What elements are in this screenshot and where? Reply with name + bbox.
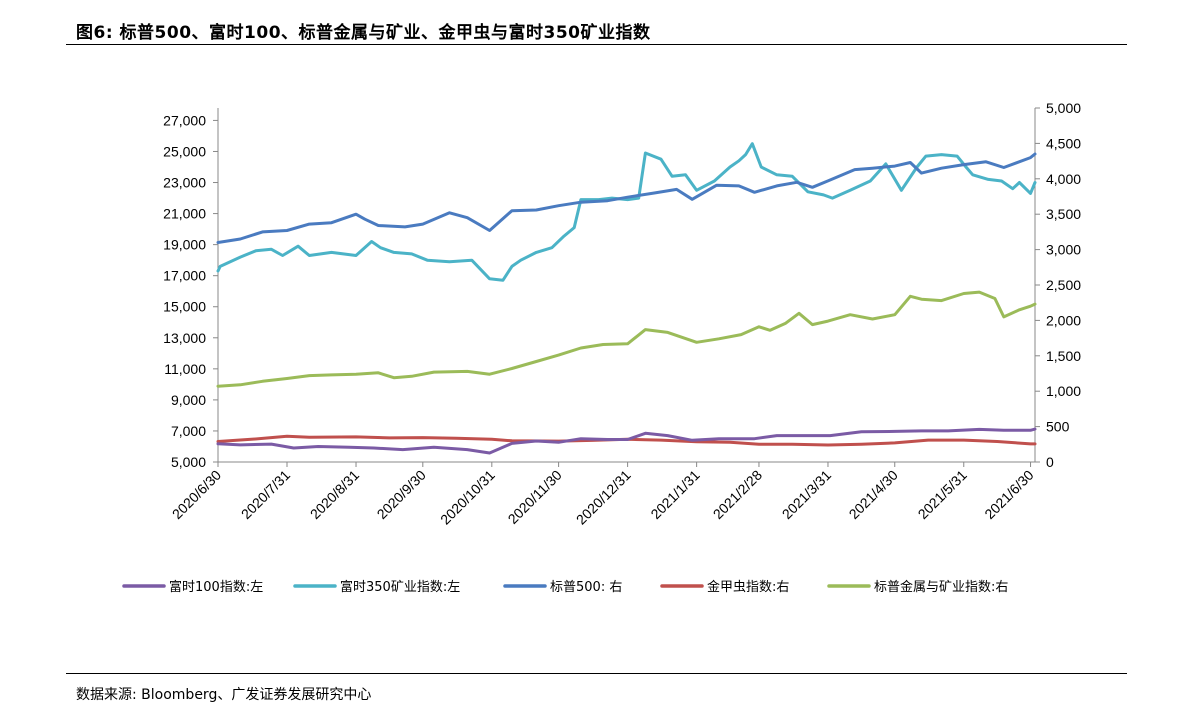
legend-label: 标普金属与矿业指数:右 [874, 579, 1008, 595]
legend-label: 富时100指数:左 [169, 579, 263, 595]
x-tick-label: 2020/7/31 [238, 467, 294, 523]
y-right-tick-label: 4,500 [1046, 135, 1081, 151]
y-left-tick-label: 23,000 [163, 175, 206, 191]
x-tick-label: 2020/12/31 [573, 467, 634, 528]
legend-label: 金甲虫指数:右 [707, 579, 789, 595]
x-tick-label: 2020/11/30 [505, 467, 565, 527]
y-right-tick-label: 5,000 [1046, 100, 1081, 116]
y-right-tick-label: 3,500 [1046, 206, 1081, 222]
y-right-tick-label: 0 [1046, 454, 1054, 470]
y-left-tick-label: 7,000 [171, 423, 206, 439]
source-note: 数据来源: Bloomberg、广发证券发展研究中心 [76, 687, 372, 703]
x-tick-label: 2020/8/31 [307, 467, 363, 523]
series-line-5 [216, 290, 1037, 388]
y-left-tick-label: 17,000 [163, 268, 206, 284]
legend-label: 标普500: 右 [550, 580, 622, 595]
y-right-tick-label: 2,000 [1046, 312, 1081, 328]
x-tick-label: 2021/6/30 [981, 467, 1037, 523]
x-tick-label: 2021/3/31 [779, 467, 835, 523]
y-right-tick-label: 1,500 [1046, 348, 1081, 364]
x-tick-label: 2021/5/31 [915, 467, 971, 523]
x-tick-label: 2020/10/31 [437, 467, 498, 528]
y-right-tick-label: 1,000 [1046, 383, 1081, 399]
series-line-1 [216, 427, 1037, 455]
y-right-tick-label: 3,000 [1046, 242, 1081, 258]
title-divider [66, 44, 1127, 45]
y-left-tick-label: 19,000 [163, 237, 206, 253]
legend-label: 富时350矿业指数:左 [340, 579, 460, 595]
x-tick-label: 2021/2/28 [710, 467, 766, 523]
series-line-4 [216, 434, 1037, 447]
y-left-tick-label: 27,000 [163, 112, 206, 128]
series-line-3 [216, 152, 1037, 244]
y-left-tick-label: 25,000 [163, 143, 206, 159]
y-left-tick-label: 15,000 [163, 299, 206, 315]
x-tick-label: 2021/1/31 [647, 467, 703, 523]
y-right-tick-label: 500 [1046, 419, 1070, 435]
x-tick-label: 2020/9/30 [374, 467, 430, 523]
x-tick-label: 2020/6/30 [169, 467, 225, 523]
y-left-tick-label: 11,000 [164, 361, 206, 377]
x-tick-label: 2021/4/30 [846, 467, 902, 523]
y-left-tick-label: 9,000 [171, 392, 206, 408]
y-left-tick-label: 5,000 [171, 454, 206, 470]
y-left-tick-label: 13,000 [163, 330, 206, 346]
y-left-tick-label: 21,000 [163, 206, 206, 222]
y-right-tick-label: 4,000 [1046, 171, 1081, 187]
source-divider [66, 673, 1127, 674]
series-line-2 [216, 142, 1037, 282]
chart-title: 图6: 标普500、富时100、标普金属与矿业、金甲虫与富时350矿业指数 [76, 23, 651, 43]
y-right-tick-label: 2,500 [1046, 277, 1081, 293]
